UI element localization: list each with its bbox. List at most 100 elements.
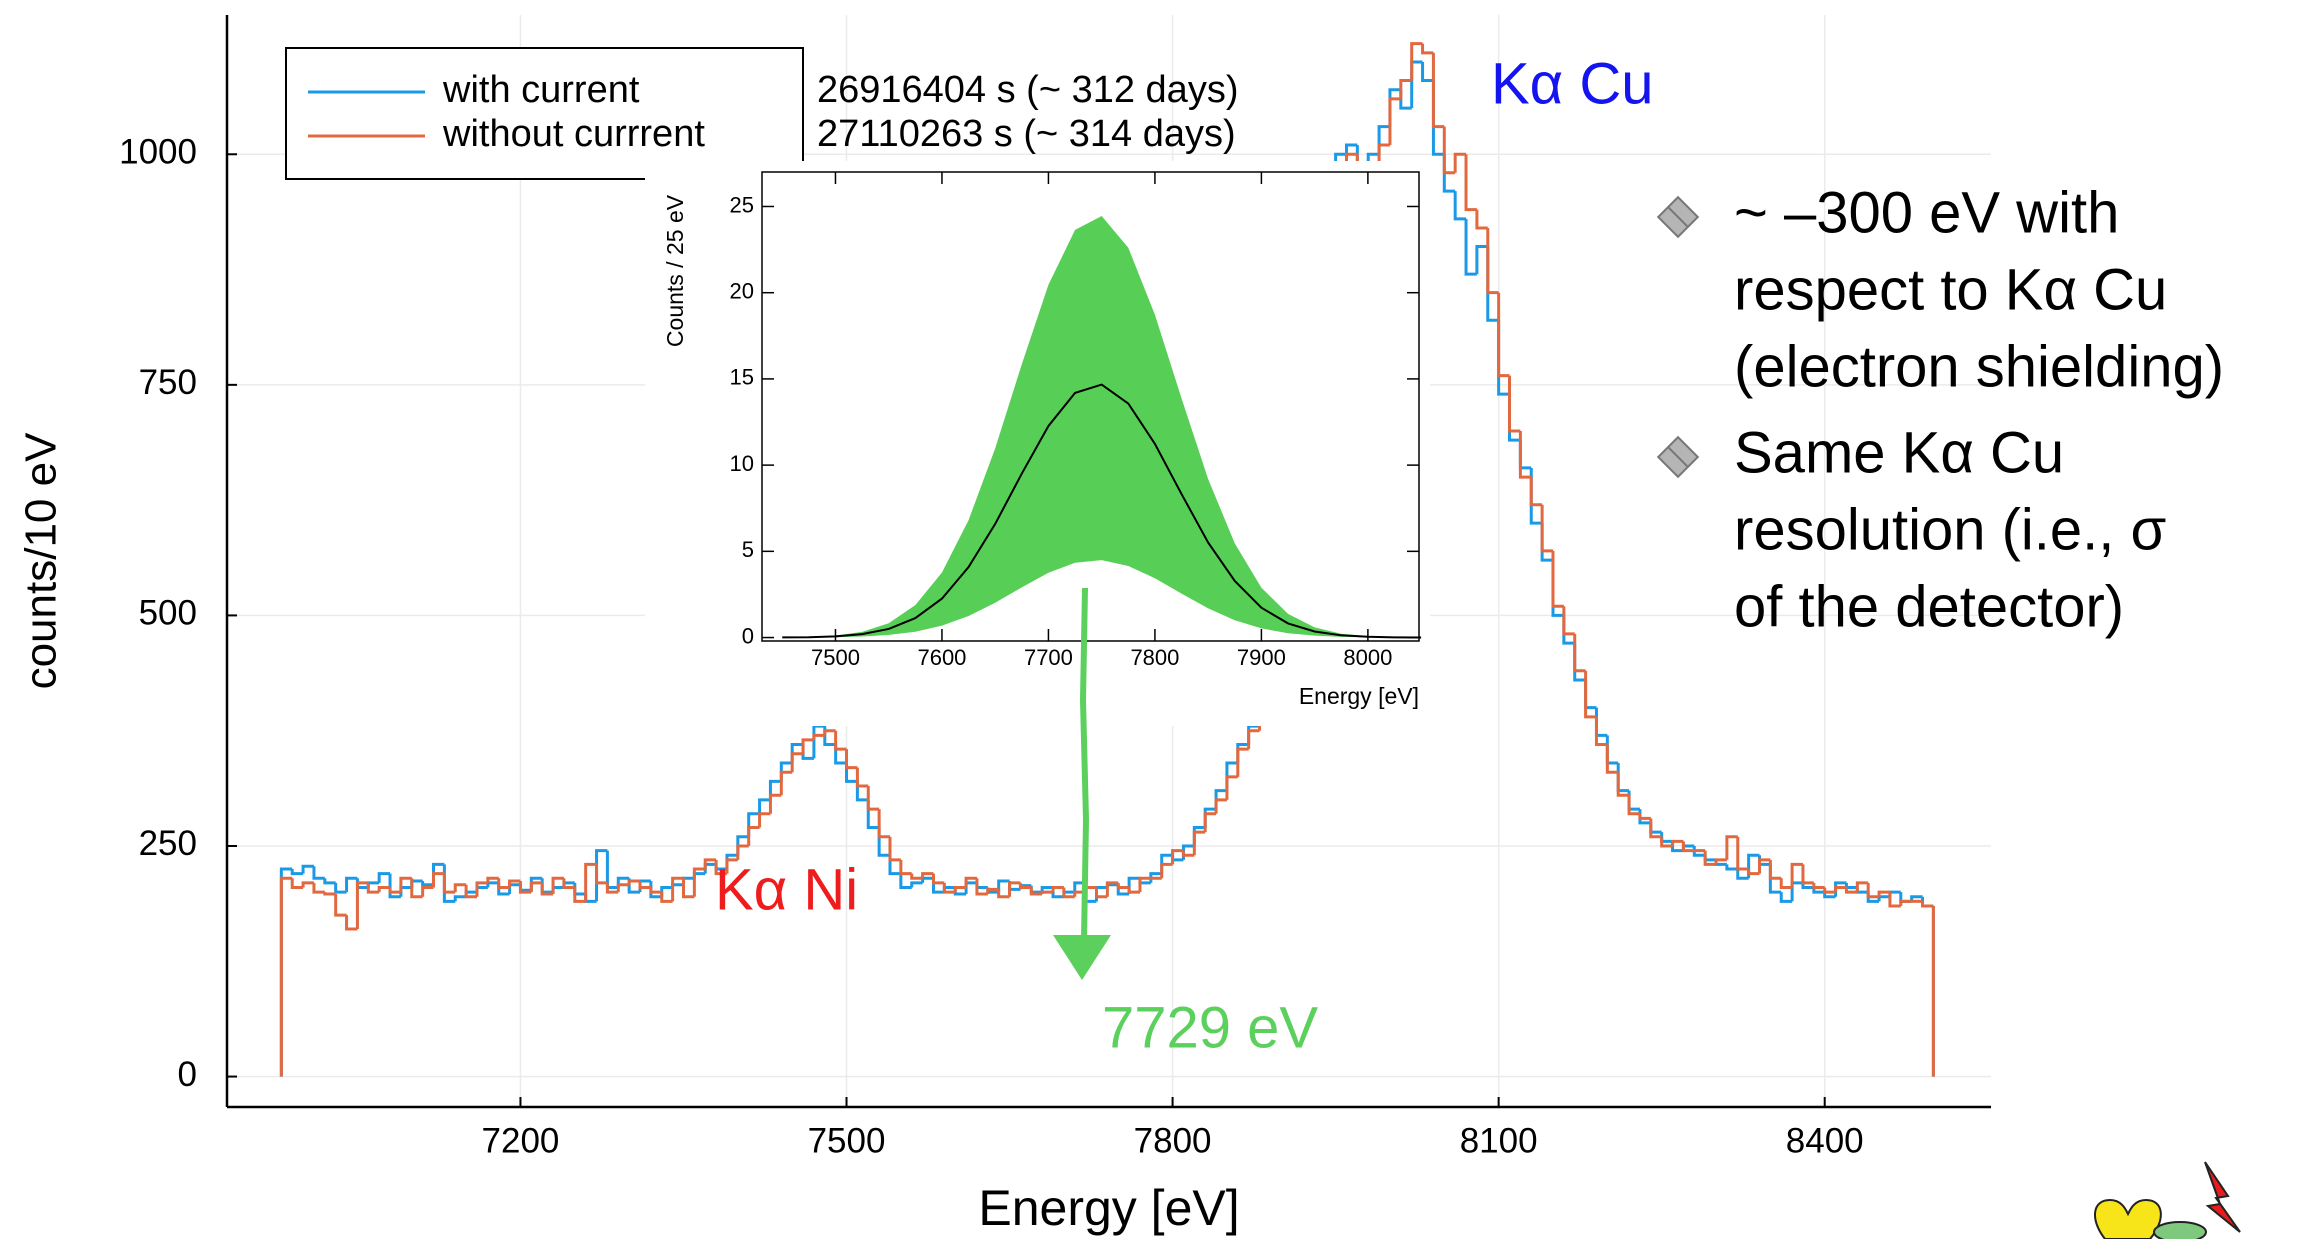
histogram-step xyxy=(1671,839,1684,846)
histogram-step xyxy=(432,872,445,888)
histogram-step xyxy=(1877,890,1890,897)
line xyxy=(782,383,1422,639)
x-tick-label: 8400 xyxy=(1786,1121,1864,1160)
histogram-step xyxy=(290,878,304,889)
histogram-step xyxy=(921,872,934,879)
histogram-step xyxy=(660,892,673,903)
histogram-step xyxy=(1562,606,1575,636)
confidence-band xyxy=(782,215,1422,638)
histogram-step xyxy=(1529,477,1543,507)
x-tick-label: 7700 xyxy=(1024,645,1073,670)
histogram-step xyxy=(1410,60,1423,109)
histogram-step xyxy=(1834,885,1847,893)
histogram-step xyxy=(1518,440,1532,470)
x-tick-label: 7800 xyxy=(1134,1121,1212,1160)
histogram-step xyxy=(649,887,662,894)
y-tick-label: 20 xyxy=(730,279,754,304)
annotation: 26916404 s (~ 312 days) xyxy=(817,69,1238,111)
histogram-step xyxy=(671,876,684,902)
y-tick-label: 10 xyxy=(730,451,754,476)
y-tick-label: 500 xyxy=(139,594,197,633)
histogram-step xyxy=(323,878,336,885)
histogram-step xyxy=(1812,882,1825,889)
histogram-step xyxy=(1105,881,1119,897)
arrow-shaft xyxy=(1079,587,1090,941)
histogram-step xyxy=(410,878,423,899)
annotation: Kα Ni xyxy=(715,857,858,922)
histogram-step xyxy=(986,887,999,894)
histogram-step xyxy=(1790,862,1803,888)
histogram-step xyxy=(312,866,325,880)
x-tick-label: 7600 xyxy=(917,645,966,670)
note-line: respect to Kα Cu xyxy=(1734,257,2167,322)
histogram-step xyxy=(1649,818,1662,839)
histogram-step xyxy=(1453,191,1467,221)
histogram-step xyxy=(1062,887,1075,899)
histogram-step xyxy=(1486,246,1499,322)
histogram-step xyxy=(768,793,782,814)
histogram-step xyxy=(1214,798,1227,814)
histogram-step xyxy=(638,881,651,889)
histogram-step xyxy=(714,859,727,876)
histogram-step xyxy=(551,876,564,894)
histogram-step xyxy=(1486,228,1499,295)
legend-box xyxy=(285,47,804,180)
histogram-step xyxy=(671,883,684,888)
histogram-step xyxy=(1866,882,1880,899)
histogram-step xyxy=(964,876,977,888)
histogram-step xyxy=(529,881,543,893)
arrow-head xyxy=(1053,935,1111,980)
histogram-step xyxy=(1508,375,1521,433)
histogram-step xyxy=(1236,743,1249,763)
histogram-step xyxy=(1779,892,1793,903)
histogram-step xyxy=(1844,887,1858,894)
histogram-step xyxy=(1464,154,1477,212)
histogram-step xyxy=(464,884,477,899)
histogram-step xyxy=(388,887,401,894)
histogram-step xyxy=(877,809,890,839)
histogram-step xyxy=(1877,895,1890,902)
histogram-step xyxy=(345,876,358,893)
histogram-step xyxy=(551,885,564,893)
histogram-step xyxy=(1855,887,1869,894)
histogram-step xyxy=(279,876,293,1077)
histogram-step xyxy=(1192,826,1206,846)
histogram-step xyxy=(421,885,434,897)
bullet-icon xyxy=(1656,435,1700,479)
histogram-step xyxy=(1823,887,1836,894)
y-tick-label: 0 xyxy=(742,623,754,648)
y-axis-label: counts/10 eV xyxy=(17,432,66,689)
histogram-step xyxy=(301,881,314,888)
histogram-step xyxy=(1649,822,1662,834)
histogram-step xyxy=(1160,862,1173,879)
histogram-step xyxy=(573,882,586,896)
histogram-step xyxy=(888,855,901,876)
histogram-step xyxy=(1703,850,1717,866)
histogram-step xyxy=(758,798,771,814)
histogram-step xyxy=(1801,864,1814,885)
inset-x-label: Energy [eV] xyxy=(1299,683,1419,709)
x-tick-label: 7500 xyxy=(811,645,860,670)
y-tick-label: 0 xyxy=(178,1055,197,1094)
bullet-icon xyxy=(1656,195,1700,239)
histogram-step xyxy=(1540,504,1553,553)
histogram-step xyxy=(453,883,467,893)
histogram-step xyxy=(627,879,641,885)
histogram-step xyxy=(703,858,717,870)
histogram-step xyxy=(790,752,804,773)
histogram-step xyxy=(377,885,391,893)
histogram-step xyxy=(573,887,586,903)
histogram-step xyxy=(366,881,380,888)
histogram-step xyxy=(290,869,304,876)
legend-label: with current xyxy=(442,69,640,111)
logo-bolt xyxy=(2204,1161,2241,1233)
histogram-step xyxy=(1725,835,1738,860)
histogram-step xyxy=(1638,813,1651,820)
histogram-step xyxy=(1399,89,1412,110)
histogram-step xyxy=(616,883,630,893)
histogram-step xyxy=(399,876,412,893)
histogram-step xyxy=(736,844,749,860)
logo-heart xyxy=(2094,1198,2162,1239)
histogram-step xyxy=(1421,62,1434,82)
histogram-step xyxy=(1834,881,1847,897)
